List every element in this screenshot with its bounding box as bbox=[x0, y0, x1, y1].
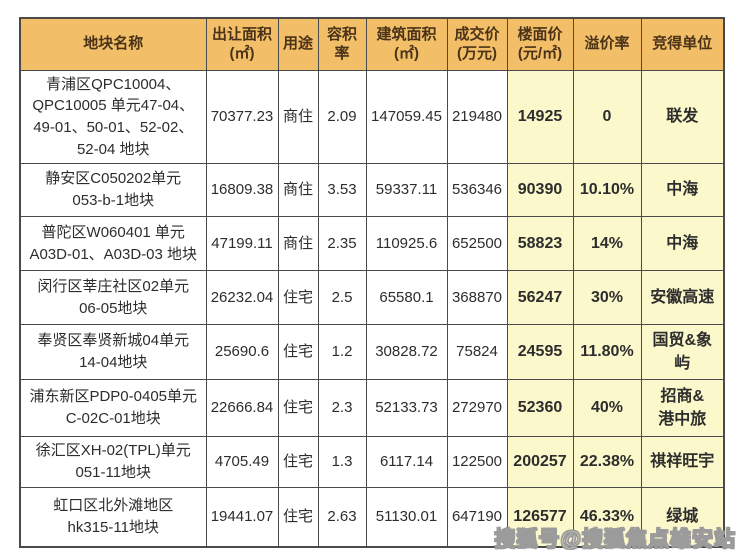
cell-transaction-price: 368870 bbox=[446, 270, 508, 325]
cell-transaction-price: 272970 bbox=[446, 379, 508, 437]
table-row-8: 虹口区北外滩地区 hk315-11地块 19441.07 住宅 2.63 51130.0… bbox=[19, 487, 725, 548]
cell-floor-price: 14925 bbox=[506, 70, 574, 164]
table-row-7: 徐汇区XH-02(TPL)单元 051-11地块 4705.49 住宅 1.3 6117… bbox=[19, 436, 725, 488]
column-header-transfer-area: 出让面积 (㎡) bbox=[205, 17, 279, 71]
column-header-transaction-price: 成交价 (万元) bbox=[446, 17, 508, 71]
column-header-usage: 用途 bbox=[277, 17, 319, 71]
cell-transfer-area: 25690.6 bbox=[205, 324, 279, 380]
cell-usage: 住宅 bbox=[277, 379, 319, 437]
header-row: 地块名称 出让面积 (㎡) 用途 容积率 建筑面积 (㎡) 成交价 (万元) 楼面价 (元/… bbox=[19, 17, 725, 71]
table-header: 地块名称 出让面积 (㎡) 用途 容积率 建筑面积 (㎡) 成交价 (万元) 楼面价 (元/… bbox=[19, 17, 725, 71]
cell-winning-bidder: 联发 bbox=[640, 70, 725, 164]
cell-premium-rate: 30% bbox=[572, 270, 642, 325]
cell-usage: 住宅 bbox=[277, 324, 319, 380]
cell-plot-ratio: 2.63 bbox=[317, 487, 367, 548]
cell-winning-bidder: 中海 bbox=[640, 216, 725, 271]
cell-floor-price: 90390 bbox=[506, 163, 574, 217]
cell-premium-rate: 22.38% bbox=[572, 436, 642, 488]
cell-building-area: 30828.72 bbox=[365, 324, 448, 380]
cell-floor-price: 200257 bbox=[506, 436, 574, 488]
cell-transfer-area: 26232.04 bbox=[205, 270, 279, 325]
cell-parcel-name: 静安区C050202单元 053-b-1地块 bbox=[19, 163, 207, 217]
cell-winning-bidder: 安徽高速 bbox=[640, 270, 725, 325]
cell-usage: 商住 bbox=[277, 70, 319, 164]
cell-parcel-name: 奉贤区奉贤新城04单元 14-04地块 bbox=[19, 324, 207, 380]
column-header-building-area: 建筑面积 (㎡) bbox=[365, 17, 448, 71]
table-row-4: 闵行区莘庄社区02单元 06-05地块 26232.04 住宅 2.5 65580.1 3… bbox=[19, 270, 725, 325]
column-header-winning-bidder: 竞得单位 bbox=[640, 17, 725, 71]
cell-transaction-price: 647190 bbox=[446, 487, 508, 548]
cell-premium-rate: 14% bbox=[572, 216, 642, 271]
cell-parcel-name: 徐汇区XH-02(TPL)单元 051-11地块 bbox=[19, 436, 207, 488]
cell-premium-rate: 40% bbox=[572, 379, 642, 437]
cell-usage: 住宅 bbox=[277, 487, 319, 548]
cell-premium-rate: 10.10% bbox=[572, 163, 642, 217]
cell-usage: 住宅 bbox=[277, 270, 319, 325]
cell-plot-ratio: 2.35 bbox=[317, 216, 367, 271]
cell-plot-ratio: 2.09 bbox=[317, 70, 367, 164]
cell-transaction-price: 536346 bbox=[446, 163, 508, 217]
table-row-3: 普陀区W060401 单元 A03D-01、A03D-03 地块 47199.11… bbox=[19, 216, 725, 271]
cell-winning-bidder: 祺祥旺宇 bbox=[640, 436, 725, 488]
cell-usage: 商住 bbox=[277, 216, 319, 271]
column-header-plot-ratio: 容积率 bbox=[317, 17, 367, 71]
cell-building-area: 51130.01 bbox=[365, 487, 448, 548]
cell-building-area: 147059.45 bbox=[365, 70, 448, 164]
cell-floor-price: 56247 bbox=[506, 270, 574, 325]
column-header-parcel-name: 地块名称 bbox=[19, 17, 207, 71]
cell-building-area: 59337.11 bbox=[365, 163, 448, 217]
cell-premium-rate: 46.33% bbox=[572, 487, 642, 548]
cell-transfer-area: 22666.84 bbox=[205, 379, 279, 437]
cell-transaction-price: 652500 bbox=[446, 216, 508, 271]
cell-winning-bidder: 绿城 bbox=[640, 487, 725, 548]
land-auction-table: 地块名称 出让面积 (㎡) 用途 容积率 建筑面积 (㎡) 成交价 (万元) 楼面价 (元/… bbox=[19, 17, 725, 548]
cell-premium-rate: 11.80% bbox=[572, 324, 642, 380]
cell-plot-ratio: 1.2 bbox=[317, 324, 367, 380]
cell-floor-price: 24595 bbox=[506, 324, 574, 380]
cell-transfer-area: 4705.49 bbox=[205, 436, 279, 488]
cell-transfer-area: 70377.23 bbox=[205, 70, 279, 164]
cell-parcel-name: 浦东新区PDP0-0405单元 C-02C-01地块 bbox=[19, 379, 207, 437]
table-row-2: 静安区C050202单元 053-b-1地块 16809.38 商住 3.53 5933… bbox=[19, 163, 725, 217]
cell-building-area: 110925.6 bbox=[365, 216, 448, 271]
cell-floor-price: 126577 bbox=[506, 487, 574, 548]
cell-floor-price: 58823 bbox=[506, 216, 574, 271]
cell-winning-bidder: 中海 bbox=[640, 163, 725, 217]
cell-building-area: 52133.73 bbox=[365, 379, 448, 437]
cell-transaction-price: 219480 bbox=[446, 70, 508, 164]
cell-transaction-price: 75824 bbox=[446, 324, 508, 380]
cell-winning-bidder: 招商& 港中旅 bbox=[640, 379, 725, 437]
column-header-premium-rate: 溢价率 bbox=[572, 17, 642, 71]
table-body: 青浦区QPC10004、 QPC10005 单元47-04、 49-01、50-… bbox=[19, 70, 725, 548]
cell-premium-rate: 0 bbox=[572, 70, 642, 164]
cell-floor-price: 52360 bbox=[506, 379, 574, 437]
cell-usage: 住宅 bbox=[277, 436, 319, 488]
cell-transfer-area: 19441.07 bbox=[205, 487, 279, 548]
cell-parcel-name: 闵行区莘庄社区02单元 06-05地块 bbox=[19, 270, 207, 325]
column-header-floor-price: 楼面价 (元/㎡) bbox=[506, 17, 574, 71]
table-row-5: 奉贤区奉贤新城04单元 14-04地块 25690.6 住宅 1.2 30828.72 7… bbox=[19, 324, 725, 380]
cell-winning-bidder: 国贸&象屿 bbox=[640, 324, 725, 380]
cell-usage: 商住 bbox=[277, 163, 319, 217]
cell-building-area: 6117.14 bbox=[365, 436, 448, 488]
cell-plot-ratio: 3.53 bbox=[317, 163, 367, 217]
table-row-6: 浦东新区PDP0-0405单元 C-02C-01地块 22666.84 住宅 2.3 5… bbox=[19, 379, 725, 437]
table-row-1: 青浦区QPC10004、 QPC10005 单元47-04、 49-01、50-… bbox=[19, 70, 725, 164]
cell-parcel-name: 青浦区QPC10004、 QPC10005 单元47-04、 49-01、50-… bbox=[19, 70, 207, 164]
cell-transfer-area: 47199.11 bbox=[205, 216, 279, 271]
cell-parcel-name: 普陀区W060401 单元 A03D-01、A03D-03 地块 bbox=[19, 216, 207, 271]
cell-transfer-area: 16809.38 bbox=[205, 163, 279, 217]
watermark-text: 搜狐号@搜狐焦点雄安站 bbox=[494, 527, 736, 551]
cell-plot-ratio: 2.3 bbox=[317, 379, 367, 437]
cell-building-area: 65580.1 bbox=[365, 270, 448, 325]
cell-plot-ratio: 1.3 bbox=[317, 436, 367, 488]
cell-transaction-price: 122500 bbox=[446, 436, 508, 488]
cell-plot-ratio: 2.5 bbox=[317, 270, 367, 325]
cell-parcel-name: 虹口区北外滩地区 hk315-11地块 bbox=[19, 487, 207, 548]
